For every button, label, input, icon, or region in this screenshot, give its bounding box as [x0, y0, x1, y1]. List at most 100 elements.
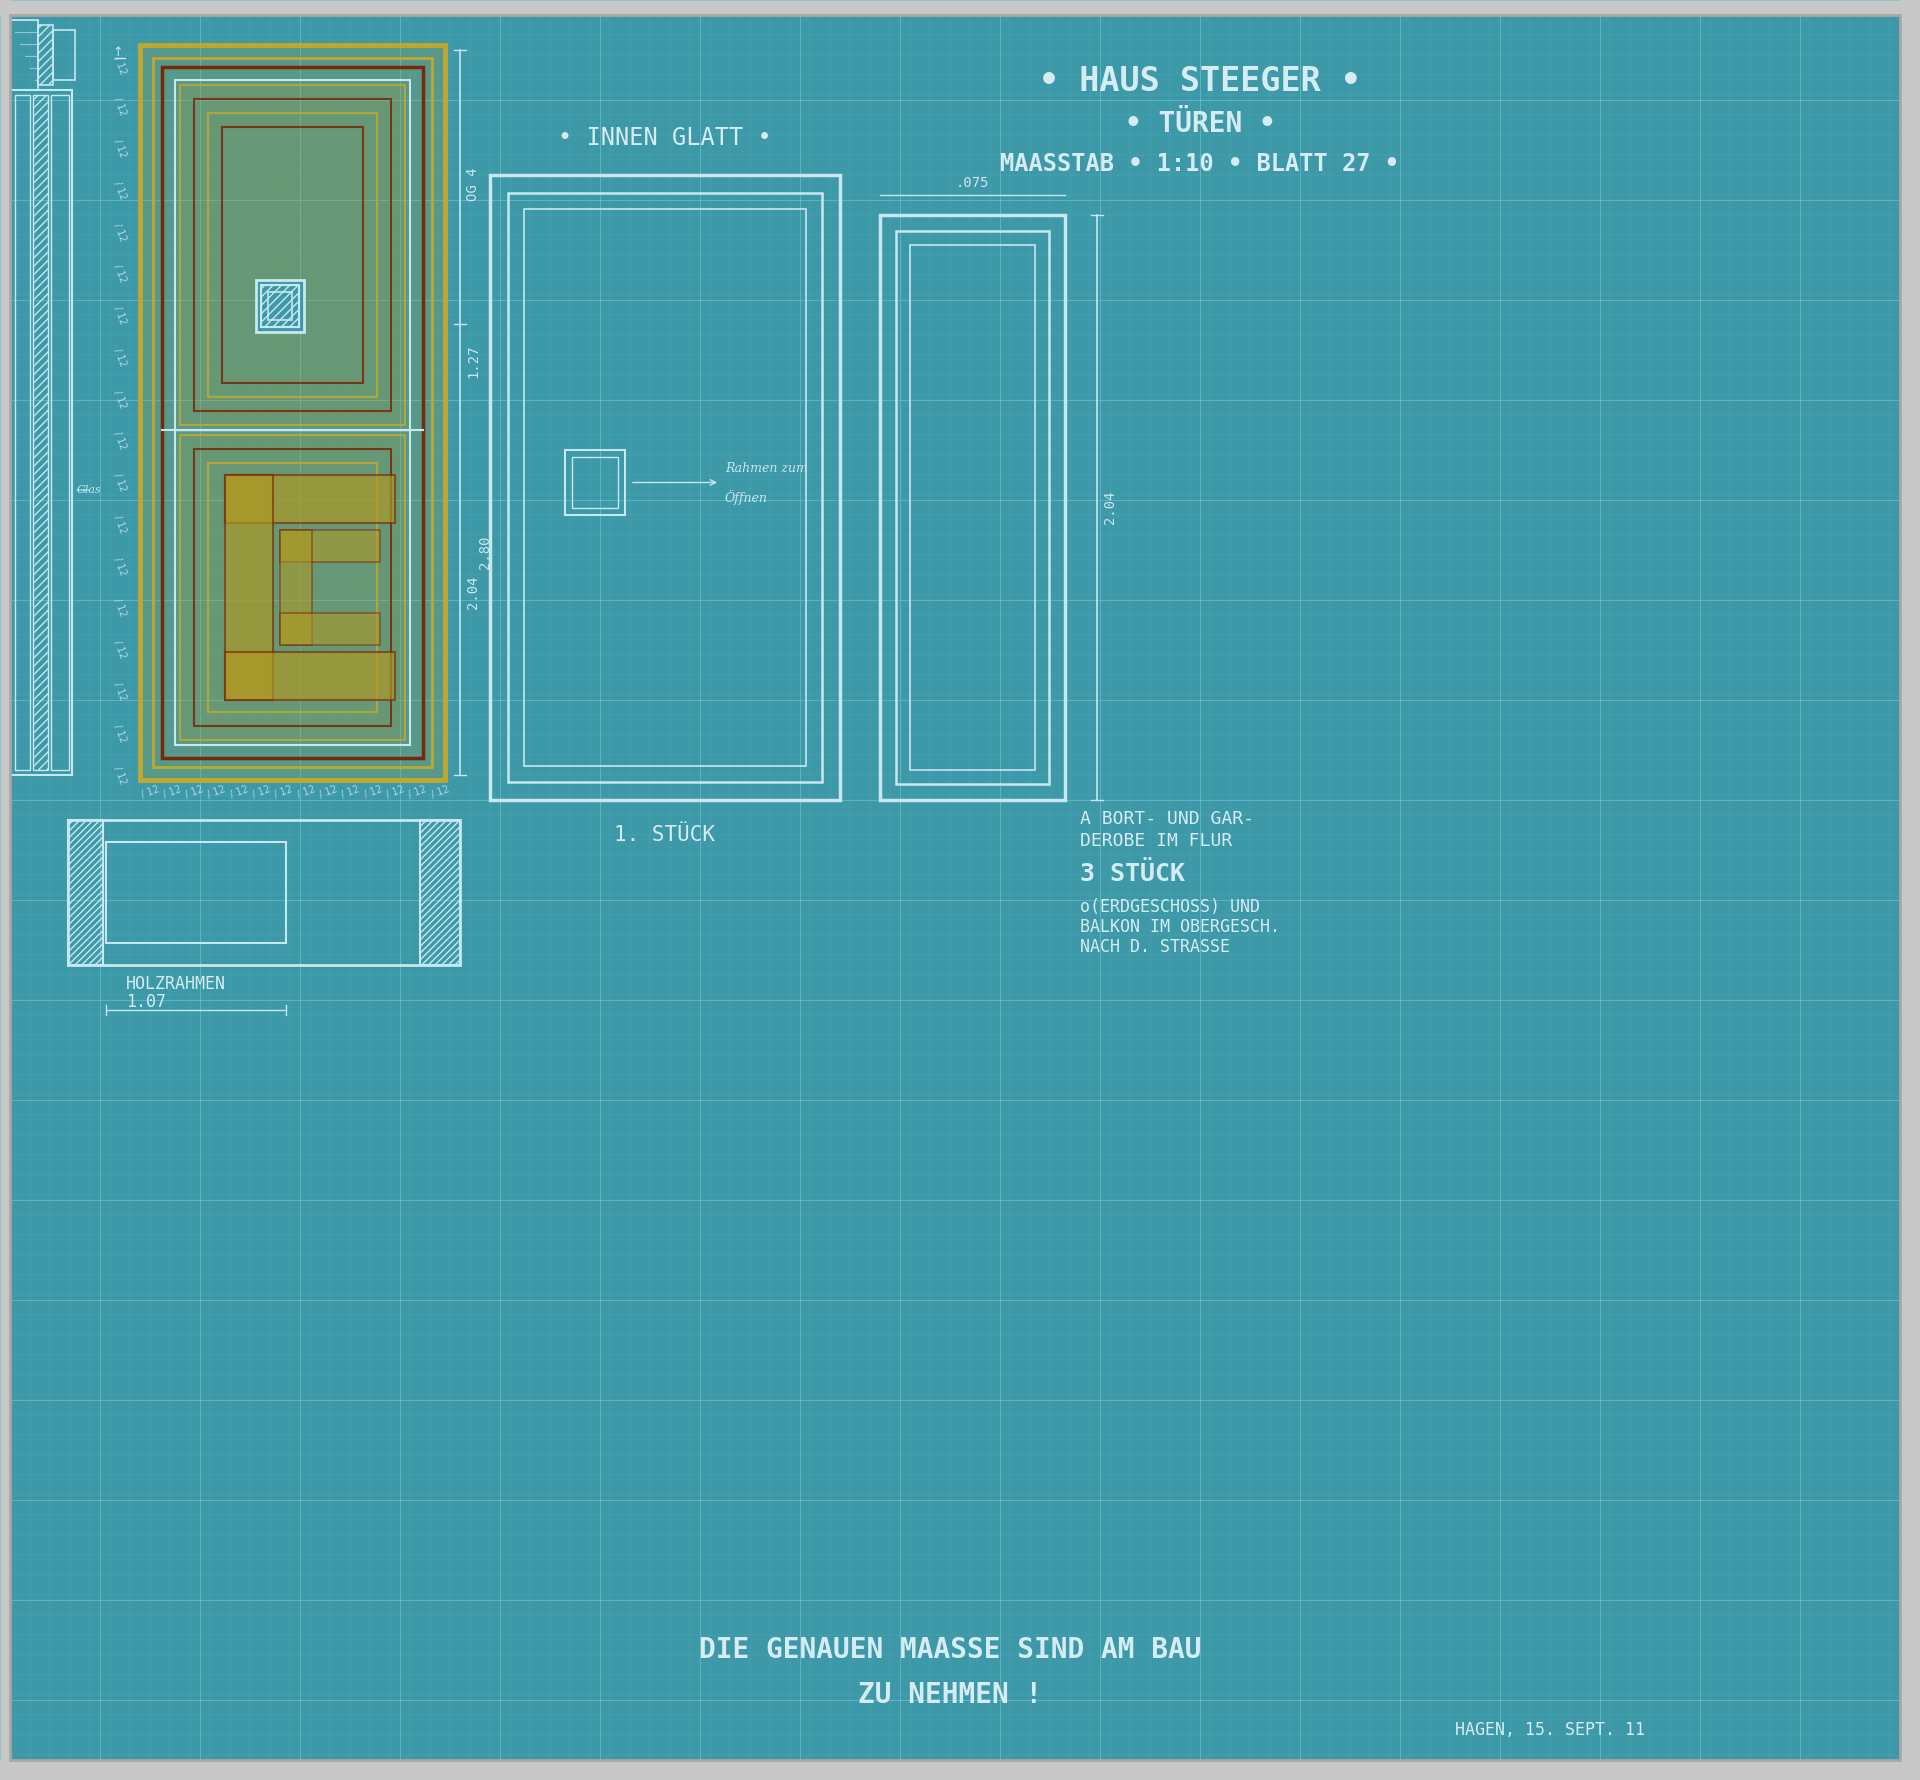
Text: / 12: / 12 — [111, 388, 129, 409]
Bar — [564, 450, 626, 514]
Bar — [194, 449, 392, 726]
Bar — [490, 174, 841, 799]
Text: / 12: / 12 — [363, 785, 384, 799]
Text: 3 STÜCK: 3 STÜCK — [1079, 862, 1185, 886]
Text: Rahmen zum: Rahmen zum — [726, 461, 808, 475]
Text: / 12: / 12 — [111, 555, 129, 577]
Bar — [180, 85, 405, 425]
Bar — [54, 30, 75, 80]
Bar — [225, 475, 273, 700]
Text: / 12: / 12 — [111, 598, 129, 618]
Bar — [910, 246, 1035, 771]
Bar — [10, 20, 38, 91]
Text: / 12: / 12 — [111, 221, 129, 242]
Text: BALKON IM OBERGESCH.: BALKON IM OBERGESCH. — [1079, 918, 1281, 936]
Bar — [524, 208, 806, 765]
Bar — [269, 292, 292, 320]
Bar — [180, 434, 405, 740]
Text: / 12: / 12 — [111, 682, 129, 701]
Text: / 12: / 12 — [111, 723, 129, 744]
Text: / 12: / 12 — [140, 785, 161, 799]
Bar — [154, 59, 432, 767]
Bar — [52, 94, 69, 771]
Bar — [10, 91, 73, 774]
Text: ZU NEHMEN !: ZU NEHMEN ! — [858, 1680, 1043, 1709]
Bar — [140, 44, 445, 780]
Text: 2.04: 2.04 — [467, 575, 480, 609]
Text: A BORT- UND GAR-: A BORT- UND GAR- — [1079, 810, 1254, 828]
Bar — [420, 821, 461, 965]
Text: Öffnen: Öffnen — [726, 491, 768, 506]
Bar — [67, 821, 104, 965]
Bar — [140, 44, 445, 780]
Bar — [106, 842, 286, 943]
Bar — [67, 821, 461, 965]
Text: / 12: / 12 — [111, 263, 129, 285]
Bar — [255, 279, 303, 333]
Bar — [879, 215, 1066, 799]
Text: / 12: / 12 — [111, 96, 129, 117]
Text: / 12: / 12 — [111, 764, 129, 785]
Bar — [161, 68, 422, 758]
Text: OG 4: OG 4 — [467, 167, 480, 201]
Text: / 12: / 12 — [111, 431, 129, 452]
Bar — [572, 457, 618, 507]
Bar — [280, 530, 380, 562]
Text: / 12: / 12 — [319, 785, 340, 799]
Text: DEROBE IM FLUR: DEROBE IM FLUR — [1079, 831, 1233, 851]
Text: / 12: / 12 — [111, 139, 129, 158]
Bar — [261, 285, 300, 328]
Text: / 12: / 12 — [273, 785, 294, 799]
Bar — [207, 112, 376, 397]
Bar — [38, 25, 54, 85]
Text: HOLZRAHMEN: HOLZRAHMEN — [127, 975, 227, 993]
Text: / 12: / 12 — [384, 785, 405, 799]
Bar — [225, 651, 396, 700]
Bar — [180, 434, 405, 740]
Text: o(ERDGESCHOSS) UND: o(ERDGESCHOSS) UND — [1079, 897, 1260, 917]
Text: / 12: / 12 — [430, 785, 451, 799]
Text: 2.80: 2.80 — [478, 536, 492, 570]
Bar — [223, 126, 363, 383]
Text: / 12: / 12 — [228, 785, 250, 799]
Text: / 12: / 12 — [111, 639, 129, 660]
Text: / 12: / 12 — [111, 514, 129, 536]
Bar — [15, 94, 31, 771]
Bar — [180, 85, 405, 425]
Bar — [261, 285, 300, 328]
Text: / 12: / 12 — [111, 180, 129, 201]
Text: • INNEN GLATT •: • INNEN GLATT • — [559, 126, 772, 150]
Text: / 12: / 12 — [296, 785, 317, 799]
Bar — [225, 475, 396, 523]
Text: .075: .075 — [956, 176, 989, 190]
Bar — [897, 231, 1048, 783]
Text: DIE GENAUEN MAASSE SIND AM BAU: DIE GENAUEN MAASSE SIND AM BAU — [699, 1636, 1202, 1664]
Bar — [280, 530, 311, 644]
Bar — [280, 612, 380, 644]
Text: HAGEN, 15. SEPT. 11: HAGEN, 15. SEPT. 11 — [1455, 1721, 1645, 1739]
Text: Glas: Glas — [77, 484, 102, 495]
Text: 2.04: 2.04 — [1102, 491, 1117, 525]
Text: / 12: / 12 — [111, 347, 129, 368]
Text: MAASSTAB • 1:10 • BLATT 27 •: MAASSTAB • 1:10 • BLATT 27 • — [1000, 151, 1400, 176]
Text: • TÜREN •: • TÜREN • — [1125, 110, 1275, 139]
Text: • HAUS STEEGER •: • HAUS STEEGER • — [1039, 66, 1361, 98]
Text: / 12: / 12 — [111, 304, 129, 326]
Text: / 12: / 12 — [407, 785, 428, 799]
Text: / 12: / 12 — [207, 785, 227, 799]
Bar — [175, 80, 411, 746]
Bar — [33, 94, 48, 771]
Text: / 12: / 12 — [340, 785, 361, 799]
Text: / 12: / 12 — [184, 785, 205, 799]
Text: ↑: ↑ — [113, 46, 123, 59]
Bar — [194, 100, 392, 411]
Text: 1.07: 1.07 — [127, 993, 165, 1011]
Text: 1.27: 1.27 — [467, 344, 480, 377]
Text: 1. STÜCK: 1. STÜCK — [614, 824, 716, 845]
Bar — [509, 192, 822, 781]
Text: / 12: / 12 — [111, 472, 129, 493]
Text: / 12: / 12 — [111, 55, 129, 75]
Bar — [207, 463, 376, 712]
Text: NACH D. STRASSE: NACH D. STRASSE — [1079, 938, 1231, 956]
Text: / 12: / 12 — [161, 785, 182, 799]
